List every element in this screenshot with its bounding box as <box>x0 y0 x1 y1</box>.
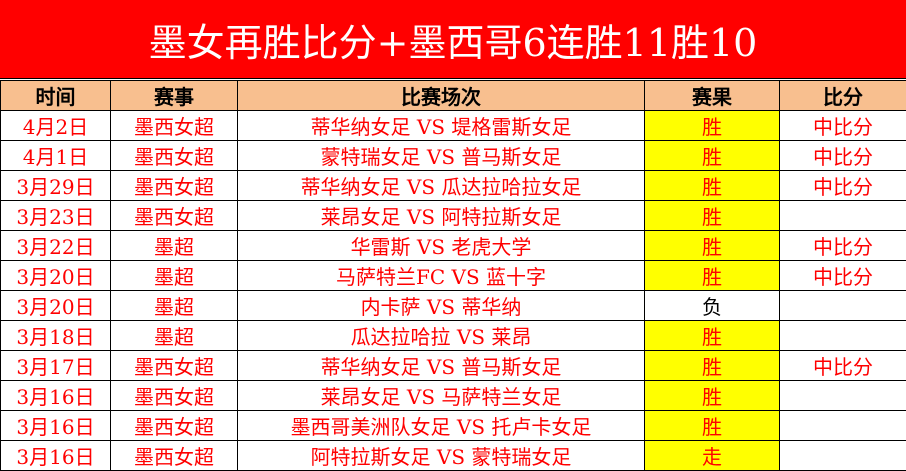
table-row: 3月16日墨西女超阿特拉斯女足 VS 蒙特瑞女足走 <box>1 441 906 471</box>
date-cell: 4月1日 <box>1 141 111 171</box>
score-cell <box>780 201 906 231</box>
date-cell: 3月23日 <box>1 201 111 231</box>
match-cell: 蒂华纳女足 VS 普马斯女足 <box>238 351 645 381</box>
match-cell: 阿特拉斯女足 VS 蒙特瑞女足 <box>238 441 645 471</box>
result-cell: 胜 <box>645 351 780 381</box>
table-row: 3月20日墨超内卡萨 VS 蒂华纳负 <box>1 291 906 321</box>
date-cell: 3月17日 <box>1 351 111 381</box>
score-cell <box>780 441 906 471</box>
header-row: 时间 赛事 比赛场次 赛果 比分 <box>1 81 906 111</box>
league-cell: 墨西女超 <box>111 351 238 381</box>
score-cell <box>780 321 906 351</box>
table-row: 3月17日墨西女超蒂华纳女足 VS 普马斯女足胜中比分 <box>1 351 906 381</box>
league-cell: 墨西女超 <box>111 111 238 141</box>
table-row: 3月16日墨西女超墨西哥美洲队女足 VS 托卢卡女足胜 <box>1 411 906 441</box>
match-cell: 蒂华纳女足 VS 堤格雷斯女足 <box>238 111 645 141</box>
result-cell: 胜 <box>645 381 780 411</box>
score-cell <box>780 381 906 411</box>
table-row: 4月2日墨西女超蒂华纳女足 VS 堤格雷斯女足胜中比分 <box>1 111 906 141</box>
score-cell: 中比分 <box>780 261 906 291</box>
league-cell: 墨西女超 <box>111 381 238 411</box>
date-cell: 4月2日 <box>1 111 111 141</box>
match-cell: 内卡萨 VS 蒂华纳 <box>238 291 645 321</box>
result-cell: 胜 <box>645 321 780 351</box>
date-cell: 3月16日 <box>1 441 111 471</box>
score-cell: 中比分 <box>780 351 906 381</box>
result-cell: 胜 <box>645 261 780 291</box>
table-row: 3月20日墨超马萨特兰FC VS 蓝十字胜中比分 <box>1 261 906 291</box>
match-cell: 马萨特兰FC VS 蓝十字 <box>238 261 645 291</box>
table-row: 3月23日墨西女超莱昂女足 VS 阿特拉斯女足胜 <box>1 201 906 231</box>
match-cell: 华雷斯 VS 老虎大学 <box>238 231 645 261</box>
result-cell: 胜 <box>645 201 780 231</box>
result-cell: 胜 <box>645 111 780 141</box>
header-score: 比分 <box>780 81 906 111</box>
header-match: 比赛场次 <box>238 81 645 111</box>
league-cell: 墨超 <box>111 231 238 261</box>
results-table: 时间 赛事 比赛场次 赛果 比分 4月2日墨西女超蒂华纳女足 VS 堤格雷斯女足… <box>0 80 906 471</box>
result-cell: 负 <box>645 291 780 321</box>
header-result: 赛果 <box>645 81 780 111</box>
score-cell: 中比分 <box>780 111 906 141</box>
date-cell: 3月16日 <box>1 411 111 441</box>
page-title: 墨女再胜比分+墨西哥6连胜11胜10 <box>0 0 906 79</box>
result-cell: 胜 <box>645 231 780 261</box>
league-cell: 墨西女超 <box>111 141 238 171</box>
score-cell <box>780 291 906 321</box>
date-cell: 3月20日 <box>1 291 111 321</box>
result-cell: 胜 <box>645 141 780 171</box>
match-cell: 蒂华纳女足 VS 瓜达拉哈拉女足 <box>238 171 645 201</box>
league-cell: 墨超 <box>111 261 238 291</box>
table-row: 3月22日墨超华雷斯 VS 老虎大学胜中比分 <box>1 231 906 261</box>
date-cell: 3月18日 <box>1 321 111 351</box>
header-date: 时间 <box>1 81 111 111</box>
league-cell: 墨超 <box>111 321 238 351</box>
league-cell: 墨西女超 <box>111 441 238 471</box>
match-cell: 蒙特瑞女足 VS 普马斯女足 <box>238 141 645 171</box>
league-cell: 墨西女超 <box>111 411 238 441</box>
result-cell: 胜 <box>645 171 780 201</box>
match-cell: 墨西哥美洲队女足 VS 托卢卡女足 <box>238 411 645 441</box>
score-cell: 中比分 <box>780 231 906 261</box>
match-cell: 莱昂女足 VS 马萨特兰女足 <box>238 381 645 411</box>
result-cell: 胜 <box>645 411 780 441</box>
score-cell: 中比分 <box>780 141 906 171</box>
date-cell: 3月29日 <box>1 171 111 201</box>
table-row: 3月29日墨西女超蒂华纳女足 VS 瓜达拉哈拉女足胜中比分 <box>1 171 906 201</box>
league-cell: 墨西女超 <box>111 201 238 231</box>
date-cell: 3月16日 <box>1 381 111 411</box>
league-cell: 墨西女超 <box>111 171 238 201</box>
table-row: 4月1日墨西女超蒙特瑞女足 VS 普马斯女足胜中比分 <box>1 141 906 171</box>
score-cell: 中比分 <box>780 171 906 201</box>
match-cell: 瓜达拉哈拉 VS 莱昂 <box>238 321 645 351</box>
result-cell: 走 <box>645 441 780 471</box>
header-league: 赛事 <box>111 81 238 111</box>
table-row: 3月16日墨西女超莱昂女足 VS 马萨特兰女足胜 <box>1 381 906 411</box>
date-cell: 3月22日 <box>1 231 111 261</box>
table-row: 3月18日墨超瓜达拉哈拉 VS 莱昂胜 <box>1 321 906 351</box>
league-cell: 墨超 <box>111 291 238 321</box>
score-cell <box>780 411 906 441</box>
match-cell: 莱昂女足 VS 阿特拉斯女足 <box>238 201 645 231</box>
date-cell: 3月20日 <box>1 261 111 291</box>
